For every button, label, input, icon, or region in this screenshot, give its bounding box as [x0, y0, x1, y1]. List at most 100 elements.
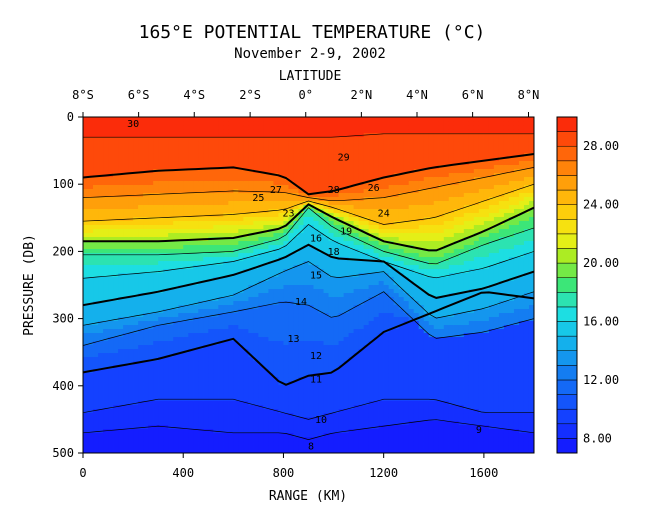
field-cell [93, 413, 99, 418]
field-cell [118, 441, 124, 446]
field-cell [83, 397, 89, 402]
field-cell [183, 441, 189, 446]
field-cell [243, 245, 249, 250]
field-cell [368, 201, 375, 206]
field-cell [118, 145, 124, 150]
field-cell [313, 305, 320, 310]
field-cell [348, 209, 355, 214]
field-cell [363, 249, 370, 254]
field-cell [283, 117, 290, 122]
field-cell [363, 137, 370, 142]
field-cell [358, 237, 365, 242]
field-cell [118, 165, 124, 170]
field-cell [368, 349, 375, 354]
field-cell [358, 225, 365, 230]
field-cell [128, 169, 134, 174]
field-cell [313, 261, 320, 266]
field-cell [138, 165, 144, 170]
field-cell [328, 413, 335, 418]
field-cell [153, 281, 159, 286]
field-cell [188, 125, 194, 130]
field-cell [318, 437, 325, 442]
field-cell [313, 321, 320, 326]
field-cell [363, 285, 370, 290]
field-cell [308, 277, 315, 282]
field-cell [183, 209, 189, 214]
field-cell [123, 257, 129, 262]
field-cell [333, 225, 340, 230]
field-cell [153, 389, 159, 394]
field-cell [163, 221, 169, 226]
field-cell [253, 433, 259, 438]
field-cell [333, 229, 340, 234]
field-cell [178, 369, 184, 374]
field-cell [303, 277, 310, 282]
field-cell [248, 301, 254, 306]
field-cell [353, 417, 360, 422]
field-cell [208, 341, 214, 346]
field-cell [363, 337, 370, 342]
field-cell [248, 285, 254, 290]
field-cell [193, 341, 199, 346]
field-cell [363, 437, 370, 442]
field-cell [113, 437, 119, 442]
field-cell [238, 321, 244, 326]
field-cell [178, 429, 184, 434]
field-cell [88, 169, 94, 174]
field-cell [158, 209, 164, 214]
field-cell [93, 441, 99, 446]
field-cell [253, 369, 259, 374]
field-cell [188, 445, 194, 450]
field-cell [238, 277, 244, 282]
field-cell [98, 217, 104, 222]
field-cell [88, 305, 94, 310]
field-cell [373, 133, 380, 138]
field-cell [93, 313, 99, 318]
field-cell [253, 185, 259, 190]
field-cell [168, 377, 174, 382]
field-cell [323, 273, 330, 278]
field-cell [203, 329, 209, 334]
field-cell [168, 421, 174, 426]
field-cell [268, 449, 275, 453]
field-cell [83, 137, 89, 142]
field-cell [83, 261, 89, 266]
field-cell [133, 393, 139, 398]
field-cell [198, 401, 204, 406]
field-cell [123, 265, 129, 270]
field-cell [163, 153, 169, 158]
field-cell [293, 221, 300, 226]
field-cell [223, 421, 229, 426]
field-cell [168, 237, 174, 242]
field-cell [218, 309, 224, 314]
field-cell [373, 149, 380, 154]
field-cell [218, 317, 224, 322]
field-cell [193, 133, 199, 138]
field-cell [338, 385, 345, 390]
field-cell [343, 377, 350, 382]
field-cell [83, 357, 89, 362]
field-cell [83, 201, 89, 206]
field-cell [303, 157, 310, 162]
field-cell [153, 197, 159, 202]
field-cell [93, 181, 99, 186]
field-cell [128, 409, 134, 414]
field-cell [213, 161, 219, 166]
field-cell [328, 253, 335, 258]
field-cell [88, 173, 94, 178]
field-cell [238, 213, 244, 218]
field-cell [143, 173, 149, 178]
field-cell [298, 293, 305, 298]
field-cell [168, 137, 174, 142]
field-cell [303, 257, 310, 262]
field-cell [258, 361, 264, 366]
field-cell [188, 229, 194, 234]
field-cell [143, 297, 149, 302]
field-cell [153, 193, 159, 198]
field-cell [233, 117, 239, 122]
field-cell [108, 153, 114, 158]
field-cell [368, 401, 375, 406]
field-cell [93, 373, 99, 378]
field-cell [123, 297, 129, 302]
field-cell [213, 361, 219, 366]
